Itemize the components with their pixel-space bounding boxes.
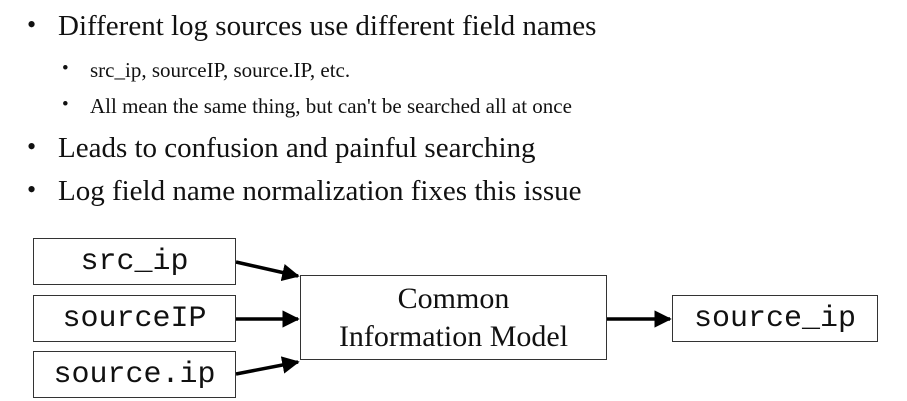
bullet-list: • Different log sources use different fi… xyxy=(27,10,597,207)
input-field-box-sourceip: sourceIP xyxy=(33,295,236,342)
bullet-glyph: • xyxy=(27,10,37,39)
input-field-box-source-ip: source.ip xyxy=(33,351,236,398)
sub-bullet-text: src_ip, sourceIP, source.IP, etc. xyxy=(90,58,351,82)
bullet-text: Log field name normalization fixes this … xyxy=(58,175,582,207)
bullet-glyph: • xyxy=(27,132,37,161)
common-information-model-box: Common Information Model xyxy=(300,275,607,360)
arrow-source-ip-input xyxy=(235,356,300,376)
cim-label-line1: Common xyxy=(397,281,510,315)
input-field-label: sourceIP xyxy=(62,301,207,336)
cim-label: Common Information Model xyxy=(339,280,568,356)
output-field-box: source_ip xyxy=(672,295,878,342)
bullet-glyph: • xyxy=(62,94,69,115)
arrow-src-ip xyxy=(235,260,300,282)
bullet-glyph: • xyxy=(27,175,37,204)
cim-label-line2: Information Model xyxy=(338,319,569,353)
bullet-text: Leads to confusion and painful searching xyxy=(58,132,536,164)
input-field-box-src-ip: src_ip xyxy=(33,238,236,285)
input-field-label: src_ip xyxy=(80,244,189,279)
input-field-label: source.ip xyxy=(53,357,216,392)
bullet-glyph: • xyxy=(62,58,69,79)
output-field-label: source_ip xyxy=(693,301,857,336)
sub-bullet-text: All mean the same thing, but can't be se… xyxy=(90,94,572,118)
bullet-text: Different log sources use different fiel… xyxy=(58,10,597,42)
